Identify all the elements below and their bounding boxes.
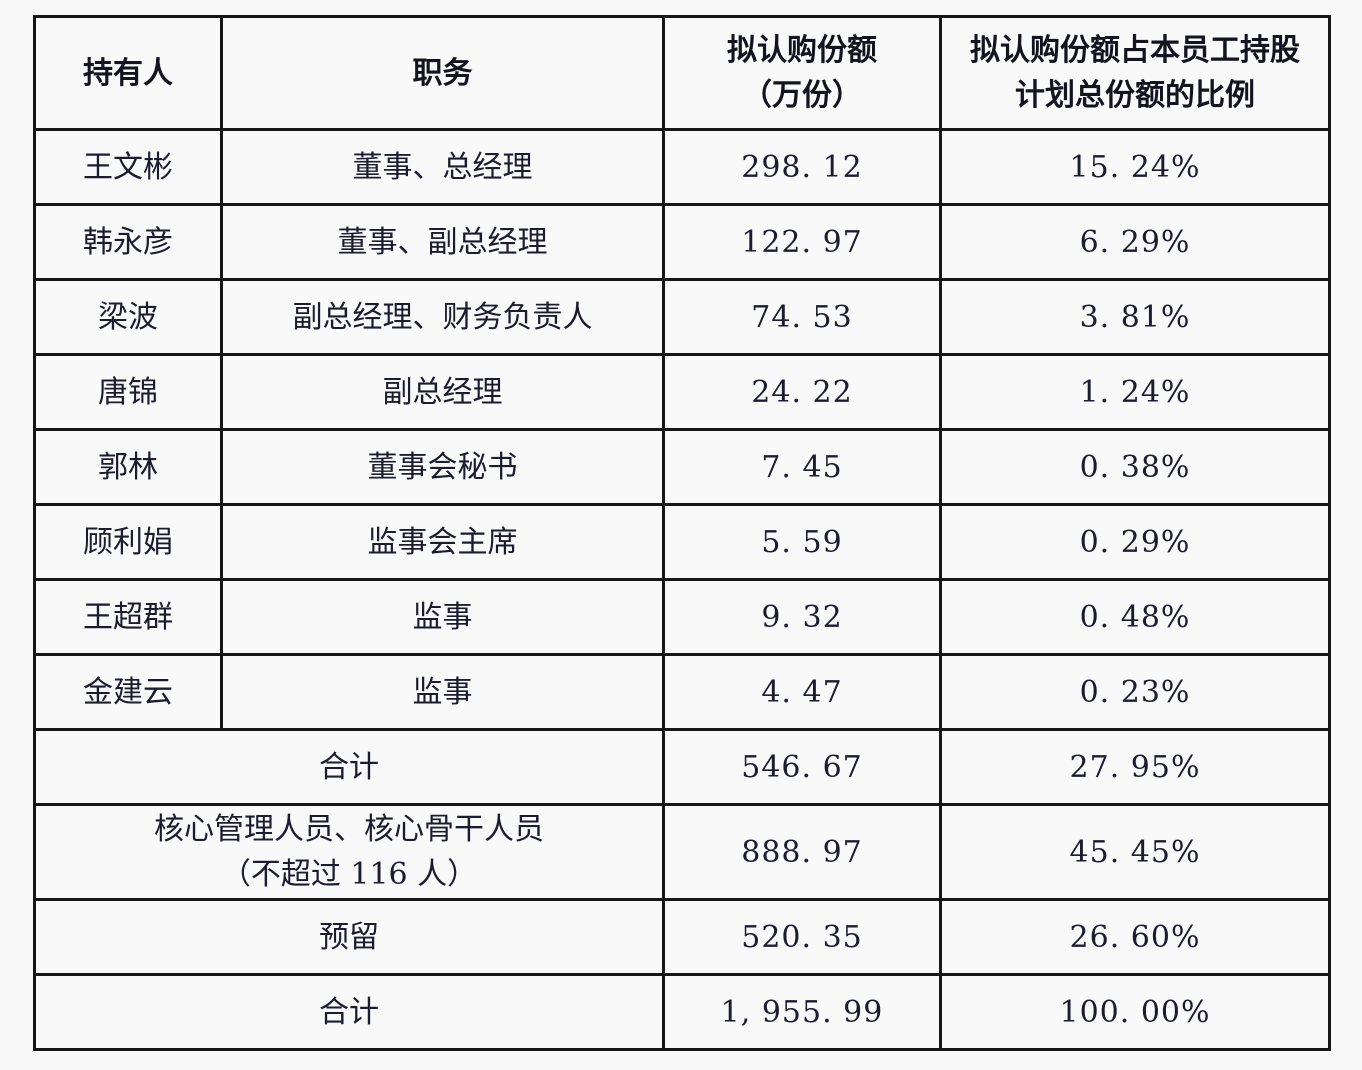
amount-cell: 298. 12: [662, 128, 942, 206]
position-cell: 监事: [220, 653, 665, 731]
reserved-label-cell: 预留: [33, 898, 665, 976]
total-percent-cell: 100. 00%: [939, 973, 1331, 1051]
percent-cell: 0. 29%: [939, 503, 1331, 581]
core-group-percent-cell: 45. 45%: [939, 803, 1331, 901]
core-group-amount-cell: 888. 97: [662, 803, 942, 901]
header-row: 持有人 职务 拟认购份额 （万份） 拟认购份额占本员工持股 计划总份额的比例: [33, 15, 1331, 131]
total-row: 合计 1, 955. 99 100. 00%: [33, 973, 1331, 1051]
table-row: 唐锦 副总经理 24. 22 1. 24%: [33, 353, 1331, 431]
percent-cell: 3. 81%: [939, 278, 1331, 356]
position-cell: 董事会秘书: [220, 428, 665, 506]
holder-name-cell: 王文彬: [33, 128, 223, 206]
table-row: 金建云 监事 4. 47 0. 23%: [33, 653, 1331, 731]
position-cell: 监事: [220, 578, 665, 656]
table-row: 梁波 副总经理、财务负责人 74. 53 3. 81%: [33, 278, 1331, 356]
total-amount-cell: 1, 955. 99: [662, 973, 942, 1051]
core-group-label-cell: 核心管理人员、核心骨干人员 （不超过 116 人）: [33, 803, 665, 901]
reserved-percent-cell: 26. 60%: [939, 898, 1331, 976]
amount-cell: 5. 59: [662, 503, 942, 581]
subtotal-percent-cell: 27. 95%: [939, 728, 1331, 806]
total-label-cell: 合计: [33, 973, 665, 1051]
amount-cell: 74. 53: [662, 278, 942, 356]
position-cell: 董事、总经理: [220, 128, 665, 206]
percent-cell: 15. 24%: [939, 128, 1331, 206]
header-position: 职务: [220, 15, 665, 131]
amount-cell: 24. 22: [662, 353, 942, 431]
core-group-row: 核心管理人员、核心骨干人员 （不超过 116 人） 888. 97 45. 45…: [33, 803, 1331, 901]
table-row: 王文彬 董事、总经理 298. 12 15. 24%: [33, 128, 1331, 206]
percent-cell: 0. 48%: [939, 578, 1331, 656]
amount-cell: 7. 45: [662, 428, 942, 506]
table-row: 郭林 董事会秘书 7. 45 0. 38%: [33, 428, 1331, 506]
subtotal-amount-cell: 546. 67: [662, 728, 942, 806]
reserved-row: 预留 520. 35 26. 60%: [33, 898, 1331, 976]
position-cell: 副总经理: [220, 353, 665, 431]
position-cell: 监事会主席: [220, 503, 665, 581]
reserved-amount-cell: 520. 35: [662, 898, 942, 976]
percent-cell: 1. 24%: [939, 353, 1331, 431]
percent-cell: 0. 23%: [939, 653, 1331, 731]
table-row: 韩永彦 董事、副总经理 122. 97 6. 29%: [33, 203, 1331, 281]
holder-name-cell: 金建云: [33, 653, 223, 731]
table-row: 王超群 监事 9. 32 0. 48%: [33, 578, 1331, 656]
amount-cell: 9. 32: [662, 578, 942, 656]
subtotal-row: 合计 546. 67 27. 95%: [33, 728, 1331, 806]
table-row: 顾利娟 监事会主席 5. 59 0. 29%: [33, 503, 1331, 581]
holder-name-cell: 顾利娟: [33, 503, 223, 581]
holder-name-cell: 郭林: [33, 428, 223, 506]
holder-name-cell: 韩永彦: [33, 203, 223, 281]
percent-cell: 6. 29%: [939, 203, 1331, 281]
amount-cell: 4. 47: [662, 653, 942, 731]
holder-name-cell: 王超群: [33, 578, 223, 656]
holder-name-cell: 梁波: [33, 278, 223, 356]
position-cell: 董事、副总经理: [220, 203, 665, 281]
holder-name-cell: 唐锦: [33, 353, 223, 431]
amount-cell: 122. 97: [662, 203, 942, 281]
percent-cell: 0. 38%: [939, 428, 1331, 506]
header-ratio: 拟认购份额占本员工持股 计划总份额的比例: [939, 15, 1331, 131]
subscription-table: 持有人 职务 拟认购份额 （万份） 拟认购份额占本员工持股 计划总份额的比例 王…: [33, 15, 1331, 1051]
position-cell: 副总经理、财务负责人: [220, 278, 665, 356]
header-amount: 拟认购份额 （万份）: [662, 15, 942, 131]
subtotal-label-cell: 合计: [33, 728, 665, 806]
header-holder: 持有人: [33, 15, 223, 131]
